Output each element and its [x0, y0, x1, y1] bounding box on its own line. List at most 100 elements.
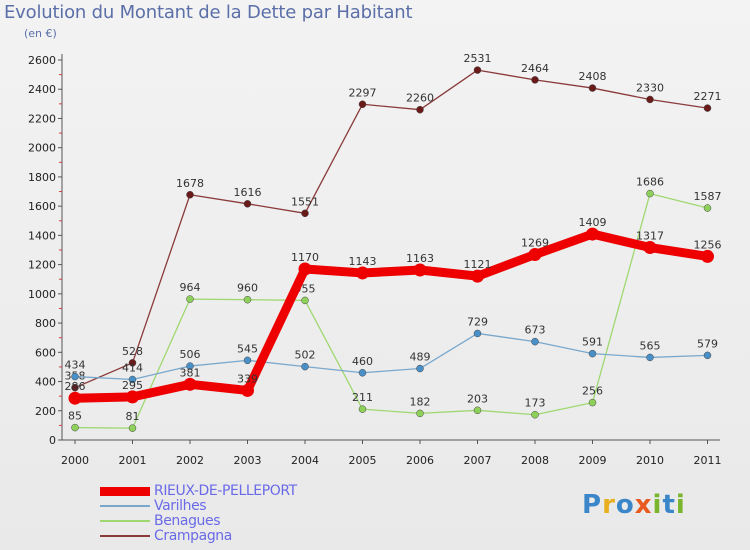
data-label-crampagna: 2464	[521, 62, 549, 75]
data-point-crampagna	[646, 95, 654, 104]
data-point-varilhes	[301, 362, 309, 371]
data-point-benagues	[703, 204, 712, 212]
data-point-rieux-de-pelleport	[701, 249, 714, 263]
data-point-benagues	[473, 406, 482, 415]
proxiti-logo: Proxiti	[582, 490, 686, 520]
data-label-crampagna: 1551	[291, 195, 319, 208]
data-label-rieux-de-pelleport: 295	[122, 379, 143, 392]
data-label-varilhes: 502	[295, 349, 316, 362]
logo-letter: i	[652, 490, 663, 520]
data-label-crampagna: 2408	[579, 70, 607, 83]
y-tick-label: 200	[35, 405, 56, 418]
data-label-varilhes: 506	[180, 348, 201, 361]
data-point-benagues	[186, 295, 194, 303]
data-point-crampagna	[243, 200, 252, 208]
data-point-benagues	[71, 423, 79, 432]
data-label-benagues: 964	[180, 281, 201, 294]
data-point-varilhes	[531, 337, 539, 346]
data-label-rieux-de-pelleport: 1163	[406, 252, 434, 265]
data-label-rieux-de-pelleport: 1256	[694, 238, 722, 251]
x-tick-label: 2008	[521, 454, 549, 467]
legend-item: RIEUX-DE-PELLEPORT	[100, 483, 360, 499]
data-point-varilhes	[243, 356, 252, 365]
y-tick-label: 2000	[28, 142, 56, 155]
data-label-rieux-de-pelleport: 381	[180, 366, 201, 379]
logo-letter: r	[602, 490, 616, 520]
series-line-benagues	[74, 192, 709, 429]
data-point-rieux-de-pelleport	[528, 248, 542, 262]
logo-letter: P	[582, 490, 603, 520]
data-point-rieux-de-pelleport	[68, 391, 82, 405]
data-label-benagues: 81	[126, 410, 140, 423]
data-label-varilhes: 414	[122, 361, 143, 374]
data-point-varilhes	[358, 369, 367, 377]
series-line-varilhes	[74, 332, 709, 381]
data-point-rieux-de-pelleport	[126, 390, 139, 404]
data-point-crampagna	[588, 84, 597, 92]
y-tick-label: 2200	[28, 112, 56, 125]
data-label-varilhes: 673	[525, 324, 546, 337]
data-point-crampagna	[128, 359, 137, 367]
legend-label: RIEUX-DE-PELLEPORT	[154, 483, 297, 499]
data-point-benagues	[416, 409, 424, 418]
data-label-rieux-de-pelleport: 1121	[464, 258, 492, 271]
data-point-varilhes	[186, 362, 194, 370]
data-point-rieux-de-pelleport	[643, 241, 657, 255]
data-point-varilhes	[646, 353, 654, 362]
y-tick-label: 1600	[28, 200, 56, 213]
data-point-benagues	[646, 189, 654, 198]
data-label-varilhes: 565	[640, 339, 661, 352]
data-label-crampagna: 528	[122, 345, 143, 358]
data-label-crampagna: 2297	[349, 86, 377, 99]
data-point-benagues	[588, 398, 597, 407]
data-point-crampagna	[416, 105, 424, 114]
x-tick-label: 2000	[61, 454, 89, 467]
data-point-crampagna	[71, 383, 79, 392]
y-tick-label: 800	[35, 317, 56, 330]
data-label-rieux-de-pelleport: 1170	[291, 251, 319, 264]
data-label-varilhes: 579	[697, 337, 718, 350]
data-label-benagues: 1587	[694, 190, 722, 203]
data-label-rieux-de-pelleport: 1317	[636, 230, 664, 243]
data-point-rieux-de-pelleport	[586, 227, 599, 241]
data-point-varilhes	[703, 351, 712, 360]
data-point-benagues	[358, 405, 367, 413]
series-line-crampagna	[74, 69, 709, 389]
legend-label: Benagues	[154, 513, 221, 529]
data-point-benagues	[128, 424, 137, 432]
y-tick-label: 1200	[28, 259, 56, 272]
data-point-crampagna	[473, 66, 482, 74]
data-point-rieux-de-pelleport	[298, 262, 312, 276]
data-point-crampagna	[531, 76, 539, 84]
y-tick-label: 0	[49, 434, 56, 447]
data-label-crampagna: 2330	[636, 81, 664, 94]
unit-label: (en €)	[24, 27, 57, 40]
data-point-crampagna	[186, 191, 194, 199]
x-tick-label: 2003	[234, 454, 262, 467]
y-tick-label: 2600	[28, 54, 56, 67]
legend: RIEUX-DE-PELLEPORT Varilhes Benagues Crampa…	[100, 483, 360, 544]
logo-letter: x	[634, 490, 653, 520]
data-point-benagues	[531, 410, 539, 419]
legend-swatch	[100, 486, 150, 496]
y-tick-label: 1400	[28, 229, 56, 242]
data-label-crampagna: 2531	[464, 52, 492, 65]
data-label-benagues: 211	[352, 391, 373, 404]
data-label-benagues: 173	[525, 397, 546, 410]
data-point-benagues	[243, 295, 252, 304]
data-point-crampagna	[703, 104, 712, 112]
x-tick-label: 2001	[119, 454, 147, 467]
legend-label: Crampagna	[154, 528, 232, 544]
data-label-rieux-de-pelleport: 1269	[521, 237, 549, 250]
data-point-rieux-de-pelleport	[413, 263, 427, 277]
legend-swatch	[100, 505, 150, 507]
data-point-varilhes	[128, 375, 137, 384]
x-tick-label: 2011	[694, 454, 722, 467]
data-label-varilhes: 489	[410, 351, 431, 364]
data-point-benagues	[301, 296, 309, 305]
x-tick-label: 2005	[349, 454, 377, 467]
data-label-rieux-de-pelleport: 1409	[579, 216, 607, 229]
data-point-varilhes	[416, 364, 424, 373]
